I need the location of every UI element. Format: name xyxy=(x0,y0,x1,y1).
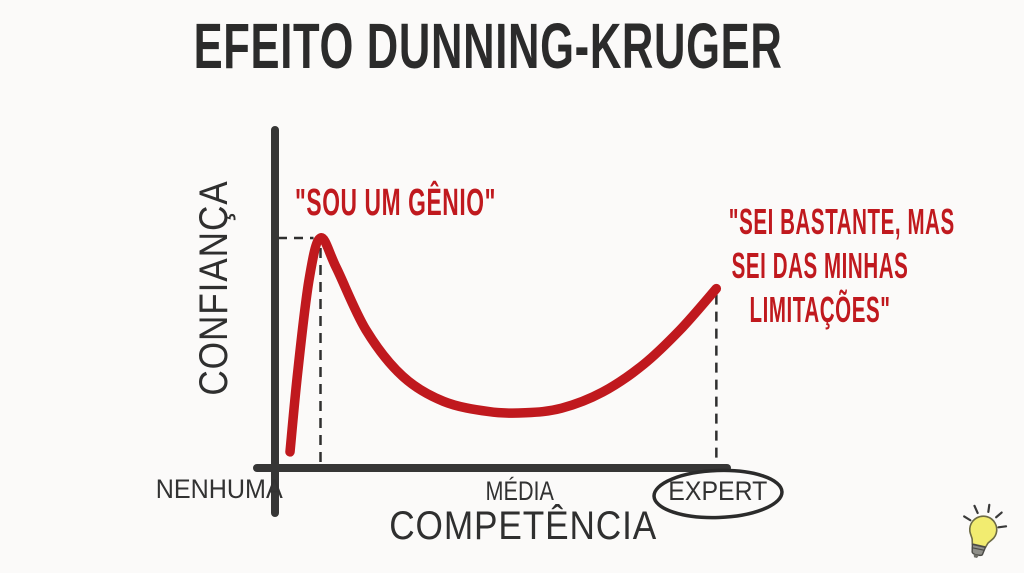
annotation-expert: "SEI BASTANTE, MAS SEI DAS MINHAS LIMITA… xyxy=(660,200,980,332)
page-title: EFEITO DUNNING-KRUGER xyxy=(193,10,783,82)
lightbulb-icon xyxy=(963,503,1008,558)
annotation-expert-line1: "SEI BASTANTE, MAS xyxy=(728,201,955,242)
annotation-peak: "SOU UM GÊNIO" xyxy=(295,182,497,224)
x-tick-nenhuma: NENHUMA xyxy=(155,474,283,504)
x-tick-media: MÉDIA xyxy=(485,476,555,506)
annotation-expert-line2: SEI DAS MINHAS xyxy=(731,245,909,286)
lightbulb-glass xyxy=(968,515,998,548)
lightbulb-tip xyxy=(973,553,980,558)
x-tick-expert: EXPERT xyxy=(668,476,768,506)
x-axis-label: COMPETÊNCIA xyxy=(389,504,658,548)
confidence-curve xyxy=(285,233,722,457)
expert-circle xyxy=(652,468,784,520)
annotation-expert-line3: LIMITAÇÕES" xyxy=(749,289,891,330)
lightbulb-rays xyxy=(963,503,1008,529)
